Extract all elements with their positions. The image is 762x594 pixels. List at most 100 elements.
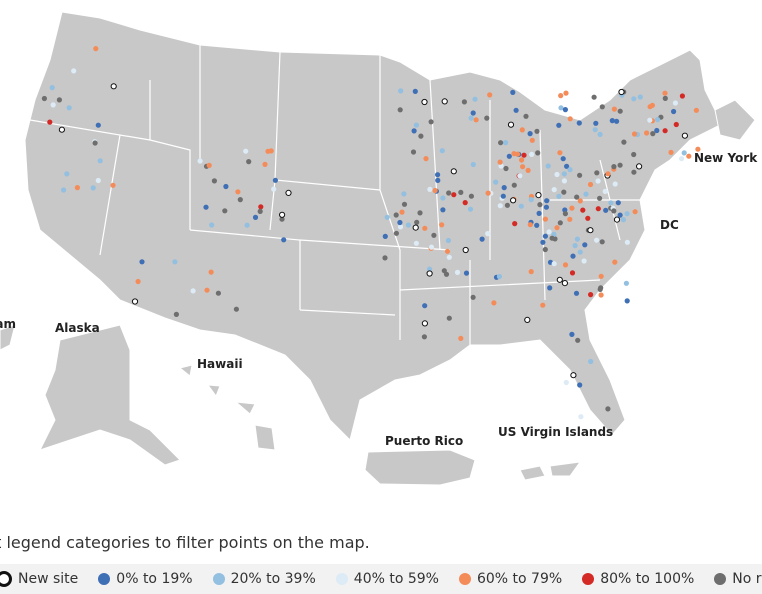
legend-item[interactable]: 60% to 79% (458, 571, 562, 587)
site-dot (413, 122, 419, 128)
site-dot (527, 131, 533, 137)
site-dot (503, 165, 509, 172)
caption: Select legend categories to filter point… (0, 533, 370, 552)
site-dot (679, 156, 685, 162)
site-dot (681, 150, 687, 156)
site-dot (528, 269, 534, 275)
site-dot (496, 273, 502, 280)
site-dot (90, 185, 96, 191)
legend-item[interactable]: 20% to 39% (212, 571, 316, 587)
site-dot (451, 192, 457, 198)
site-dot (500, 193, 506, 199)
site-dot (211, 178, 217, 184)
site-dot (529, 137, 535, 143)
site-dot (593, 120, 599, 126)
site-dot (135, 278, 141, 285)
site-dot (47, 119, 53, 125)
site-dot (523, 113, 529, 119)
site-dot (513, 107, 519, 113)
site-dot (672, 100, 679, 106)
site-dot (525, 167, 531, 173)
site-dot (524, 316, 531, 323)
site-dot (511, 182, 517, 188)
site-dot (662, 95, 668, 101)
map: Alaska Hawaii Puerto Rico US Virgin Isla… (0, 11, 762, 486)
site-dot (50, 102, 56, 108)
site-dot (644, 130, 650, 136)
site-dot (580, 207, 586, 213)
site-dot (686, 153, 692, 159)
site-dot (203, 204, 209, 210)
site-dot (598, 292, 604, 298)
site-dot (398, 88, 404, 94)
site-dot (92, 140, 98, 146)
site-dot (215, 290, 221, 296)
site-dot (428, 244, 435, 250)
site-dot (422, 303, 428, 309)
site-dot (468, 193, 474, 199)
usvi-1 (519, 465, 546, 481)
site-dot (564, 163, 570, 169)
site-dot (462, 246, 469, 254)
map-label: US Virgin Islands (498, 425, 613, 439)
legend-item[interactable]: 40% to 59% (335, 571, 439, 587)
site-dot (561, 280, 569, 287)
legend-item[interactable]: 80% to 100% (582, 571, 694, 587)
site-dot (542, 233, 549, 239)
site-dot (618, 88, 625, 96)
site-dot (410, 149, 417, 155)
site-dot (598, 273, 604, 279)
legend-item[interactable]: 0% to 19% (98, 571, 193, 587)
site-dot (485, 231, 491, 237)
site-dot (521, 152, 527, 158)
site-dot (624, 211, 630, 217)
site-dot (421, 334, 427, 340)
site-dot (562, 211, 569, 217)
legend-swatch (212, 573, 225, 585)
legend-label: 40% to 59% (353, 571, 439, 587)
site-dot (428, 119, 434, 125)
site-dot (397, 224, 404, 230)
site-dot (470, 161, 476, 168)
site-dot (560, 156, 566, 162)
site-dot (536, 210, 542, 216)
site-dot (557, 150, 563, 156)
site-dot (562, 107, 569, 113)
map-label: New York City (694, 151, 762, 165)
site-dot (412, 224, 419, 231)
site-dot (577, 198, 583, 204)
site-dot (439, 222, 445, 228)
site-dot (446, 315, 452, 321)
site-dot (595, 178, 601, 184)
site-dot (543, 204, 550, 210)
site-dot (544, 198, 550, 204)
site-dot (268, 148, 274, 154)
site-dot (546, 229, 552, 235)
legend-item[interactable]: No recent data (714, 571, 762, 587)
site-dot (233, 306, 239, 312)
site-dot (611, 164, 617, 170)
site-dot (631, 169, 637, 175)
site-dot (470, 110, 476, 116)
site-dot (556, 193, 562, 199)
site-dot (558, 93, 564, 99)
site-dot (501, 185, 507, 191)
site-dot (545, 163, 551, 169)
site-dot (654, 127, 660, 134)
maine (714, 99, 756, 141)
site-dot (440, 195, 446, 201)
legend-item[interactable]: New site (0, 571, 78, 587)
site-dot (439, 148, 445, 154)
site-dot (285, 189, 292, 196)
site-dot (484, 115, 490, 121)
site-dot (567, 167, 573, 173)
site-dot (441, 98, 448, 105)
map-label: Puerto Rico (385, 434, 463, 448)
site-dot (401, 201, 408, 207)
site-dot (515, 151, 521, 157)
map-label: DC (660, 218, 679, 232)
site-dot (620, 217, 627, 223)
site-dot (172, 259, 178, 265)
site-dot (504, 202, 510, 208)
hawaii-2 (206, 384, 221, 398)
